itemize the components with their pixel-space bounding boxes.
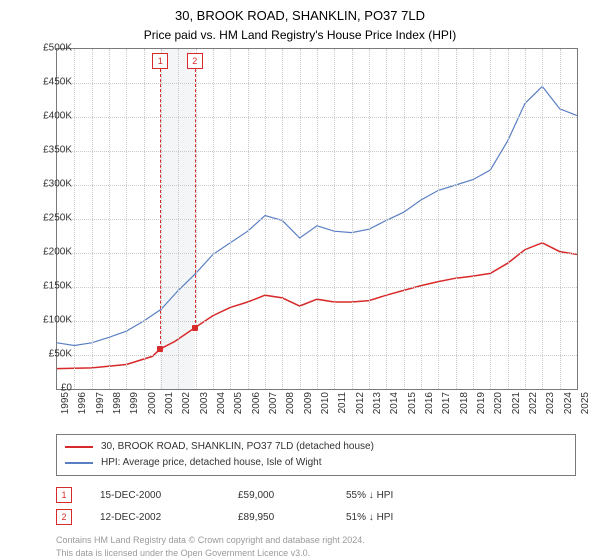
- marker-badge-2: 2: [56, 509, 72, 525]
- y-tick-label: £150K: [22, 281, 72, 292]
- x-tick-label: 2001: [164, 392, 175, 414]
- x-tick-label: 2018: [459, 392, 470, 414]
- marker-delta-1: 55% ↓ HPI: [346, 490, 436, 501]
- x-tick-label: 2017: [441, 392, 452, 414]
- x-tick-label: 2007: [268, 392, 279, 414]
- x-tick-label: 2023: [545, 392, 556, 414]
- legend-area: 30, BROOK ROAD, SHANKLIN, PO37 7LD (deta…: [56, 434, 576, 559]
- x-tick-label: 2003: [199, 392, 210, 414]
- x-tick-label: 2022: [528, 392, 539, 414]
- title-line-2: Price paid vs. HM Land Registry's House …: [0, 26, 600, 44]
- x-tick-label: 2014: [389, 392, 400, 414]
- x-tick-label: 1998: [112, 392, 123, 414]
- x-tick-label: 1995: [60, 392, 71, 414]
- x-tick-label: 2006: [251, 392, 262, 414]
- x-tick-label: 2021: [511, 392, 522, 414]
- marker-row-1: 1 15-DEC-2000 £59,000 55% ↓ HPI: [56, 484, 576, 506]
- x-tick-label: 2009: [303, 392, 314, 414]
- x-tick-label: 2000: [147, 392, 158, 414]
- credit-text: Contains HM Land Registry data © Crown c…: [56, 534, 576, 559]
- y-tick-label: £250K: [22, 213, 72, 224]
- legend-swatch-1: [65, 446, 93, 448]
- x-tick-label: 1996: [77, 392, 88, 414]
- x-tick-label: 1999: [129, 392, 140, 414]
- x-tick-label: 2013: [372, 392, 383, 414]
- marker-price-2: £89,950: [238, 512, 318, 523]
- credit-line-2: This data is licensed under the Open Gov…: [56, 547, 576, 560]
- marker-box-2: 2: [187, 53, 203, 69]
- x-tick-label: 1997: [95, 392, 106, 414]
- x-tick-label: 2011: [337, 392, 348, 414]
- y-tick-label: £50K: [22, 349, 72, 360]
- x-tick-label: 2019: [476, 392, 487, 414]
- marker-row-2: 2 12-DEC-2002 £89,950 51% ↓ HPI: [56, 506, 576, 528]
- x-tick-label: 2025: [580, 392, 591, 414]
- x-tick-label: 2012: [355, 392, 366, 414]
- marker-box-1: 1: [152, 53, 168, 69]
- y-tick-label: £500K: [22, 43, 72, 54]
- legend-label-2: HPI: Average price, detached house, Isle…: [101, 455, 322, 471]
- x-tick-label: 2004: [216, 392, 227, 414]
- y-tick-label: £450K: [22, 77, 72, 88]
- credit-line-1: Contains HM Land Registry data © Crown c…: [56, 534, 576, 547]
- x-tick-label: 2005: [233, 392, 244, 414]
- x-tick-label: 2008: [285, 392, 296, 414]
- x-tick-label: 2020: [493, 392, 504, 414]
- marker-date-1: 15-DEC-2000: [100, 490, 210, 501]
- marker-date-2: 12-DEC-2002: [100, 512, 210, 523]
- x-tick-label: 2015: [407, 392, 418, 414]
- y-tick-label: £300K: [22, 179, 72, 190]
- marker-price-1: £59,000: [238, 490, 318, 501]
- legend-row-1: 30, BROOK ROAD, SHANKLIN, PO37 7LD (deta…: [65, 439, 567, 455]
- legend-swatch-2: [65, 462, 93, 464]
- x-tick-label: 2002: [181, 392, 192, 414]
- marker-delta-2: 51% ↓ HPI: [346, 512, 436, 523]
- y-tick-label: £350K: [22, 145, 72, 156]
- x-tick-label: 2024: [563, 392, 574, 414]
- legend-box: 30, BROOK ROAD, SHANKLIN, PO37 7LD (deta…: [56, 434, 576, 476]
- x-tick-label: 2010: [320, 392, 331, 414]
- marker-badge-1: 1: [56, 487, 72, 503]
- y-tick-label: £100K: [22, 315, 72, 326]
- y-tick-label: £400K: [22, 111, 72, 122]
- chart-title: 30, BROOK ROAD, SHANKLIN, PO37 7LD Price…: [0, 0, 600, 44]
- y-tick-label: £200K: [22, 247, 72, 258]
- marker-table: 1 15-DEC-2000 £59,000 55% ↓ HPI 2 12-DEC…: [56, 484, 576, 528]
- legend-row-2: HPI: Average price, detached house, Isle…: [65, 455, 567, 471]
- legend-label-1: 30, BROOK ROAD, SHANKLIN, PO37 7LD (deta…: [101, 439, 374, 455]
- plot-area: 12: [56, 48, 578, 390]
- x-tick-label: 2016: [424, 392, 435, 414]
- title-line-1: 30, BROOK ROAD, SHANKLIN, PO37 7LD: [0, 6, 600, 26]
